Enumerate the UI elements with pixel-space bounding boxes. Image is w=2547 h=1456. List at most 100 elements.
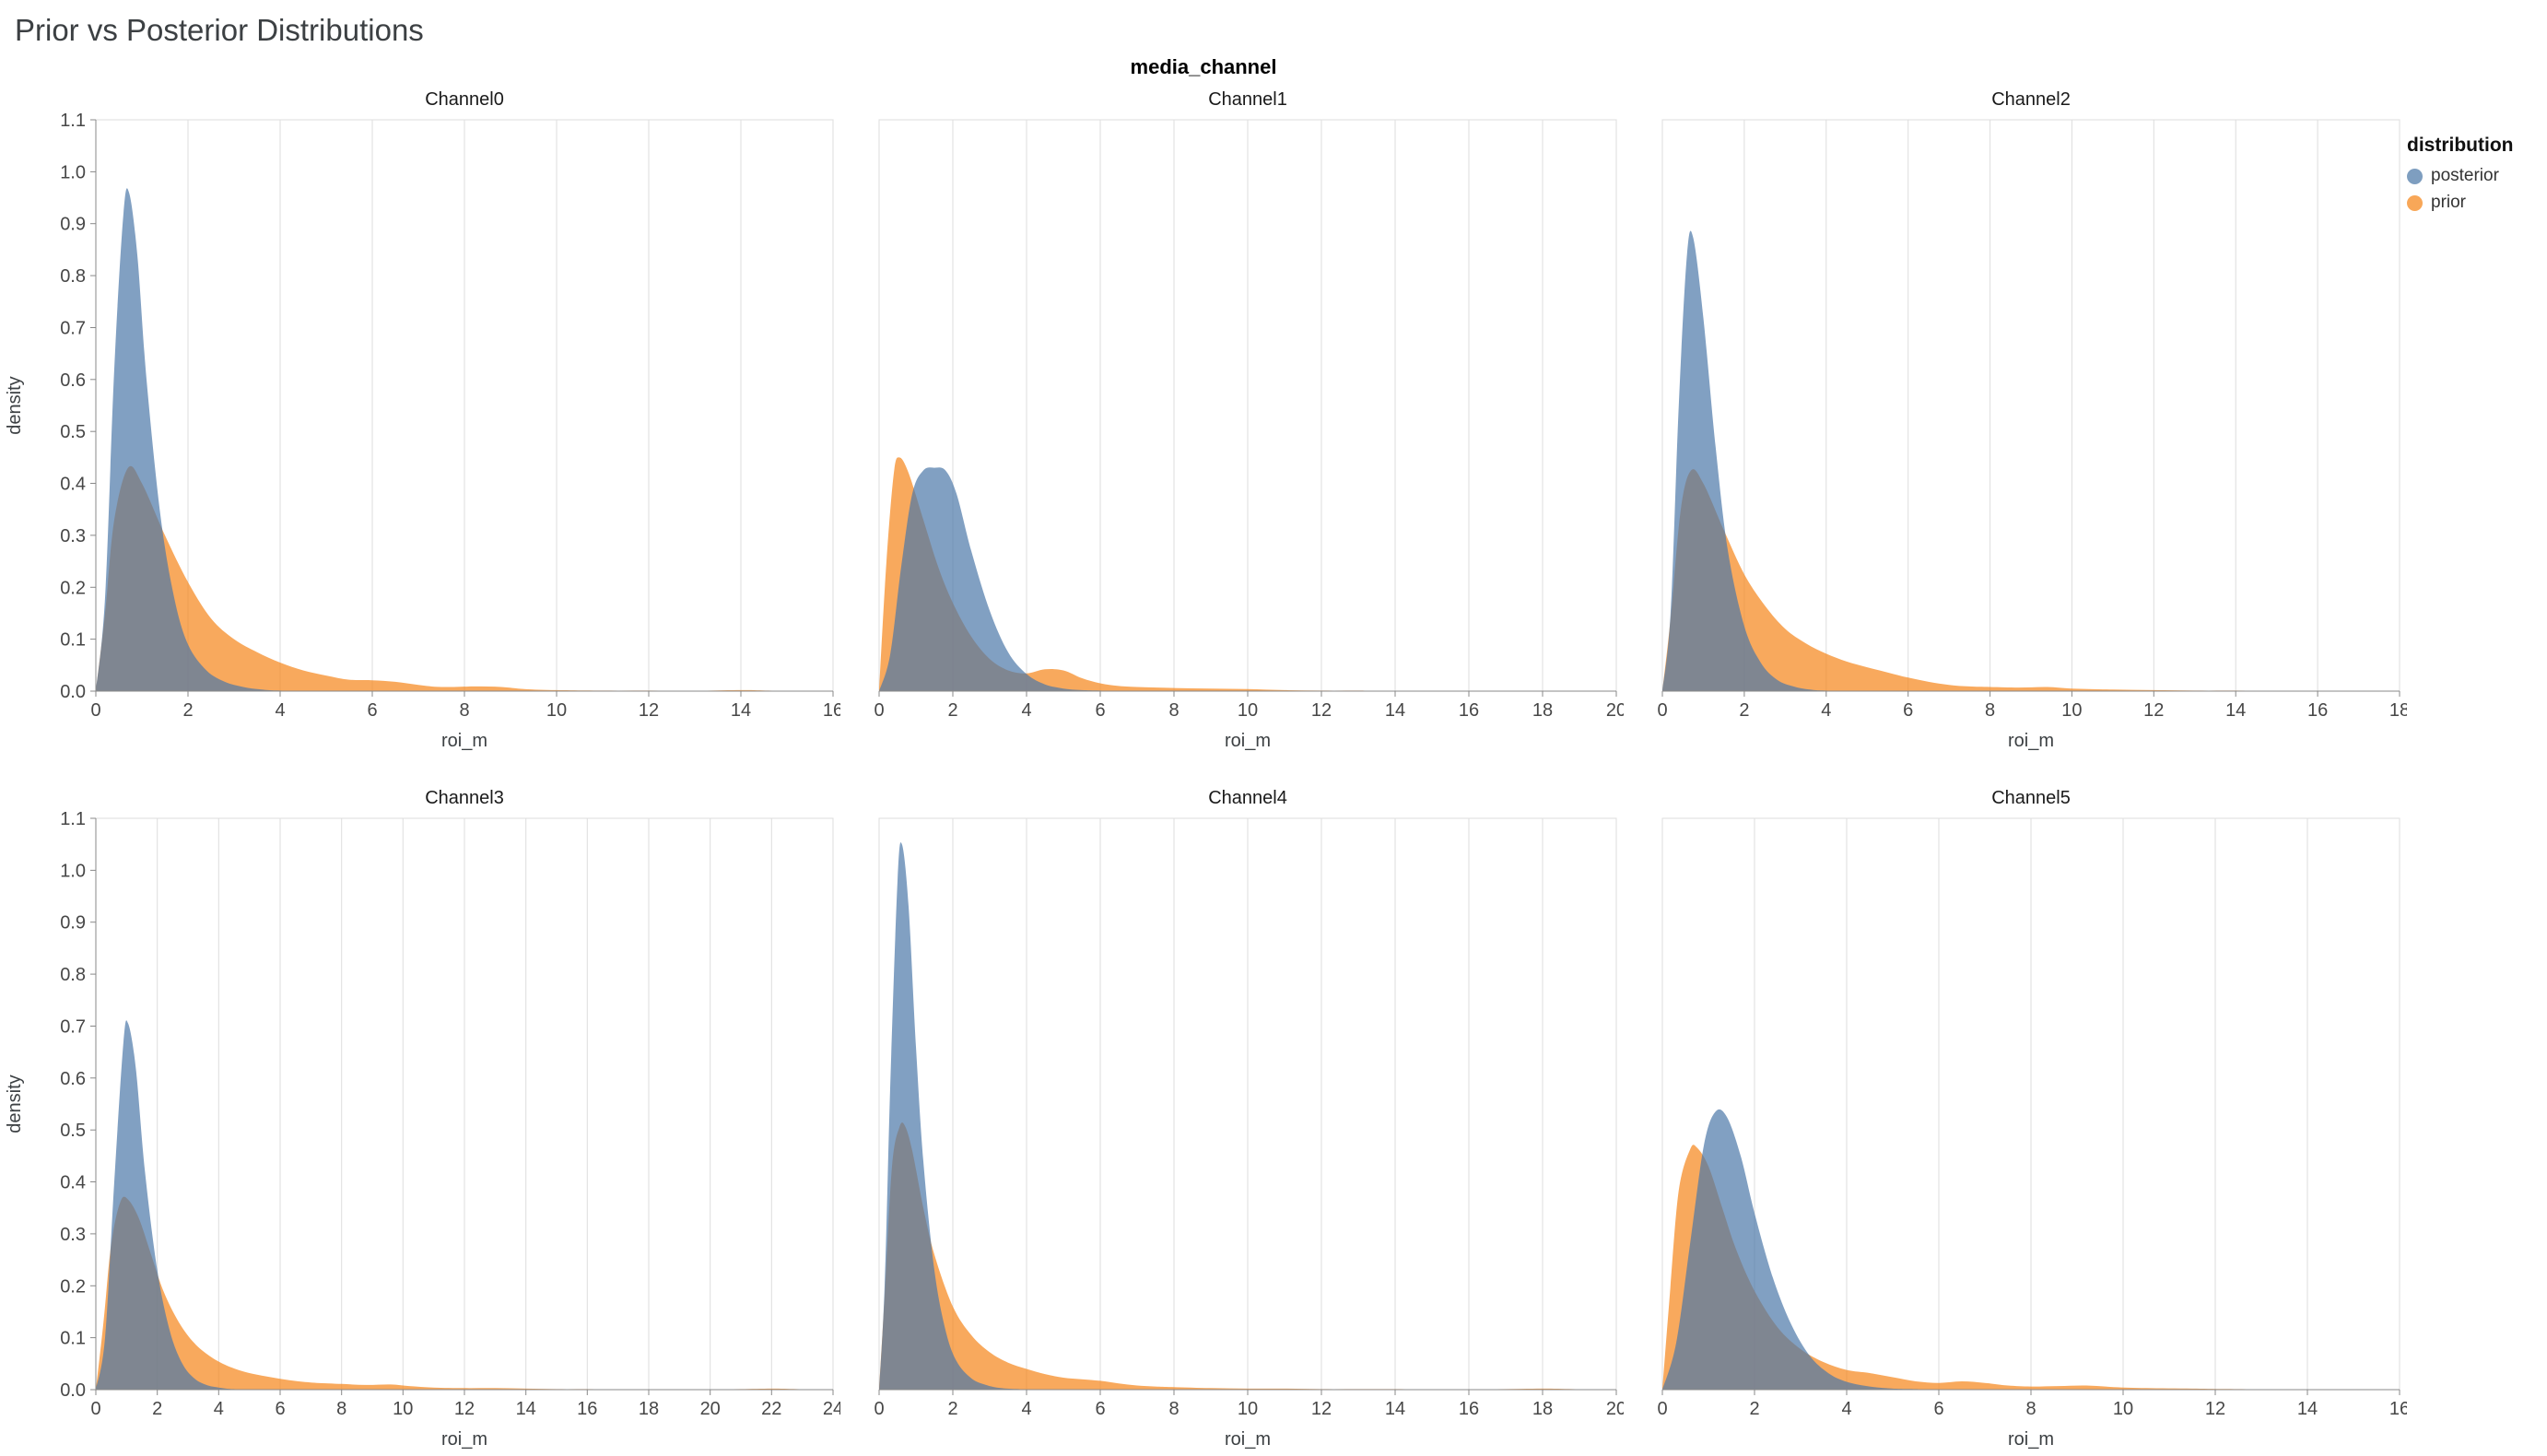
y-axis-title: density [5, 376, 25, 434]
x-axis-title: roi_m [441, 731, 487, 751]
page-title: Prior vs Posterior Distributions [15, 13, 424, 47]
x-tick-label: 2 [947, 1399, 957, 1419]
facet-title: Channel1 [1208, 89, 1287, 110]
facet-title: Channel5 [1991, 788, 2071, 808]
x-tick-label: 4 [1021, 1399, 1031, 1419]
y-tick-label: 0.4 [60, 1173, 86, 1193]
x-tick-label: 0 [90, 700, 100, 721]
x-tick-label: 12 [454, 1399, 475, 1419]
y-tick-label: 1.1 [60, 111, 86, 131]
x-tick-label: 0 [874, 1399, 884, 1419]
facet-title: Channel2 [1991, 89, 2071, 110]
x-tick-label: 10 [2061, 700, 2082, 721]
y-tick-label: 0.8 [60, 266, 86, 287]
y-tick-label: 0.9 [60, 215, 86, 235]
x-tick-label: 6 [1933, 1399, 1943, 1419]
x-tick-label: 10 [546, 700, 567, 721]
y-tick-label: 0.0 [60, 682, 86, 702]
area-posterior [96, 188, 833, 691]
facet-chart-Channel0: 0 2 4 6 8 10 12 14 16 roi_m 0.0 0.1 0.2 0.3 0.4 0.5 0.6 0… [5, 89, 840, 751]
x-tick-label: 6 [367, 700, 377, 721]
x-tick-label: 16 [2389, 1399, 2407, 1419]
facet-title: Channel4 [1208, 788, 1287, 808]
x-tick-label: 4 [275, 700, 285, 721]
x-tick-label: 16 [1459, 700, 1479, 721]
legend-item-posterior: posterior [2407, 166, 2545, 186]
x-tick-label: 18 [1532, 1399, 1553, 1419]
x-tick-label: 18 [1532, 700, 1553, 721]
x-axis-title: roi_m [2008, 731, 2054, 751]
x-tick-label: 16 [577, 1399, 597, 1419]
x-tick-label: 22 [761, 1399, 781, 1419]
y-tick-label: 0.6 [60, 1069, 86, 1089]
facet-chart-Channel3: 0 2 4 6 8 10 12 14 16 18 20 22 24roi_m0.00.10.20.30.… [5, 788, 840, 1450]
legend-label-prior: prior [2431, 193, 2467, 212]
x-tick-label: 0 [1657, 700, 1667, 721]
y-tick-label: 0.3 [60, 1225, 86, 1245]
area-posterior [1662, 1109, 2400, 1390]
legend-item-prior: prior [2407, 193, 2545, 213]
facet-title: Channel0 [425, 89, 504, 110]
x-tick-label: 2 [1749, 1399, 1759, 1419]
prior-swatch-icon [2407, 194, 2423, 211]
y-tick-label: 0.2 [60, 1276, 86, 1297]
x-tick-label: 12 [2205, 1399, 2225, 1419]
x-axis-title: roi_m [441, 1429, 487, 1450]
facet-chart-Channel4: 0 2 4 6 8 10 12 14 16 18 20 roi_m Channel4 [874, 788, 1624, 1450]
x-tick-label: 10 [1238, 1399, 1258, 1419]
x-tick-label: 12 [2143, 700, 2164, 721]
y-tick-label: 0.0 [60, 1380, 86, 1401]
legend-label-posterior: posterior [2431, 166, 2499, 185]
x-tick-label: 0 [1657, 1399, 1667, 1419]
x-tick-label: 6 [1095, 1399, 1105, 1419]
x-tick-label: 14 [516, 1399, 536, 1419]
x-tick-label: 8 [336, 1399, 346, 1419]
facet-grid: 0 2 4 6 8 10 12 14 16 roi_m 0.0 0.1 0.2 0.3 0.4 0.5 0.6 0… [0, 87, 2407, 1456]
x-tick-label: 12 [1311, 700, 1332, 721]
y-axis-title: density [5, 1074, 25, 1133]
legend-title: distribution [2407, 135, 2514, 156]
x-tick-label: 14 [2225, 700, 2246, 721]
y-tick-label: 0.3 [60, 526, 86, 546]
y-tick-label: 0.1 [60, 630, 86, 651]
x-tick-label: 20 [700, 1399, 721, 1419]
x-tick-label: 6 [275, 1399, 285, 1419]
x-tick-label: 16 [823, 700, 840, 721]
plot-frame [1661, 119, 2400, 692]
x-tick-label: 12 [639, 700, 659, 721]
chart-area: media_channel 0 2 4 6 8 10 12 14 16 roi_m 0.0 0.1 0.… [0, 53, 2547, 1456]
x-tick-label: 10 [1238, 700, 1258, 721]
x-tick-label: 2 [947, 700, 957, 721]
y-tick-label: 1.1 [60, 809, 86, 829]
y-tick-label: 0.5 [60, 1121, 86, 1141]
x-tick-label: 18 [639, 1399, 659, 1419]
x-tick-label: 20 [1606, 700, 1624, 721]
y-tick-label: 0.7 [60, 1017, 86, 1038]
facet-chart-Channel1: 0 2 4 6 8 10 12 14 16 18 20 roi_m Channel1 [874, 89, 1624, 751]
y-tick-label: 0.5 [60, 422, 86, 442]
x-tick-label: 14 [2297, 1399, 2318, 1419]
x-tick-label: 4 [214, 1399, 224, 1419]
y-tick-label: 0.8 [60, 965, 86, 985]
x-tick-label: 20 [1606, 1399, 1624, 1419]
x-tick-label: 8 [1168, 1399, 1179, 1419]
x-tick-label: 2 [182, 700, 193, 721]
facet-charts-column: media_channel 0 2 4 6 8 10 12 14 16 roi_m 0.0 0.1 0.… [0, 53, 2407, 1456]
y-tick-label: 0.9 [60, 913, 86, 933]
x-tick-label: 8 [1985, 700, 1995, 721]
y-tick-label: 0.1 [60, 1329, 86, 1349]
x-tick-label: 8 [1168, 700, 1179, 721]
y-tick-label: 0.7 [60, 319, 86, 339]
x-axis-title: roi_m [2008, 1429, 2054, 1450]
x-tick-label: 8 [459, 700, 469, 721]
x-tick-label: 14 [1385, 700, 1405, 721]
x-tick-label: 14 [1385, 1399, 1405, 1419]
y-tick-label: 0.4 [60, 475, 86, 495]
x-axis-title: roi_m [1225, 731, 1271, 751]
x-tick-label: 4 [1821, 700, 1831, 721]
x-tick-label: 14 [731, 700, 751, 721]
legend: distribution posterior prior [2407, 53, 2545, 219]
area-posterior [1662, 230, 2400, 692]
facet-title: Channel3 [425, 788, 504, 808]
x-tick-label: 12 [1311, 1399, 1332, 1419]
